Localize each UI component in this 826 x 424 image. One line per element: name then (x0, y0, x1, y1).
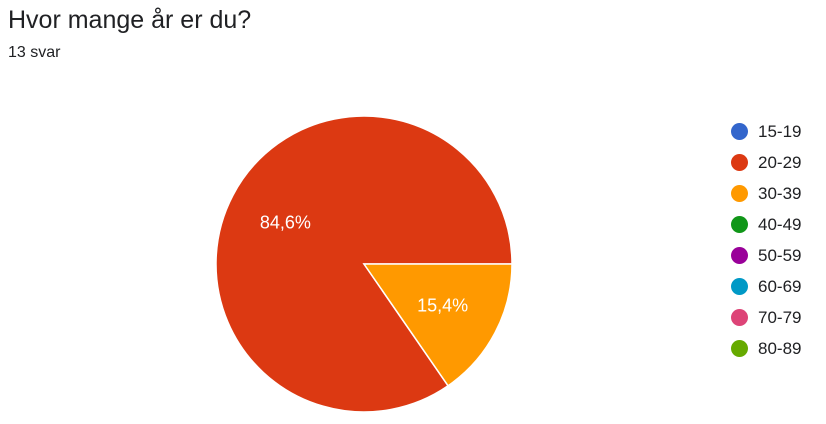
legend-label: 20-29 (758, 152, 802, 172)
legend-label: 50-59 (758, 245, 802, 265)
legend-item-15-19[interactable]: 15-19 (731, 116, 821, 147)
slice-label-30-39: 15,4% (417, 295, 468, 315)
pie-slice-labels: 84,6% 15,4% (260, 213, 468, 316)
response-count: 13 svar (8, 44, 61, 61)
legend-item-50-59[interactable]: 50-59 (731, 240, 821, 271)
legend-label: 60-69 (758, 276, 802, 296)
question-title: Hvor mange år er du? (8, 6, 252, 34)
legend-item-30-39[interactable]: 30-39 (731, 178, 821, 209)
legend-label: 15-19 (758, 121, 802, 141)
legend-swatch (731, 185, 748, 202)
legend-swatch (731, 216, 748, 233)
slice-label-20-29: 84,6% (260, 213, 311, 233)
legend-label: 80-89 (758, 338, 802, 358)
legend-label: 70-79 (758, 307, 802, 327)
legend-swatch (731, 247, 748, 264)
legend-swatch (731, 123, 748, 140)
pie-slices (215, 115, 513, 413)
legend-swatch (731, 309, 748, 326)
legend-item-70-79[interactable]: 70-79 (731, 302, 821, 333)
legend-swatch (731, 340, 748, 357)
chart-legend: 15-19 20-29 30-39 40-49 50-59 60-69 70-79 80-89 (731, 116, 821, 364)
legend-label: 40-49 (758, 214, 802, 234)
legend-item-40-49[interactable]: 40-49 (731, 209, 821, 240)
legend-item-20-29[interactable]: 20-29 (731, 147, 821, 178)
pie-slice-30-39[interactable] (362, 263, 513, 387)
legend-swatch (731, 154, 748, 171)
legend-item-60-69[interactable]: 60-69 (731, 271, 821, 302)
legend-label: 30-39 (758, 183, 802, 203)
legend-item-80-89[interactable]: 80-89 (731, 333, 821, 364)
legend-swatch (731, 278, 748, 295)
